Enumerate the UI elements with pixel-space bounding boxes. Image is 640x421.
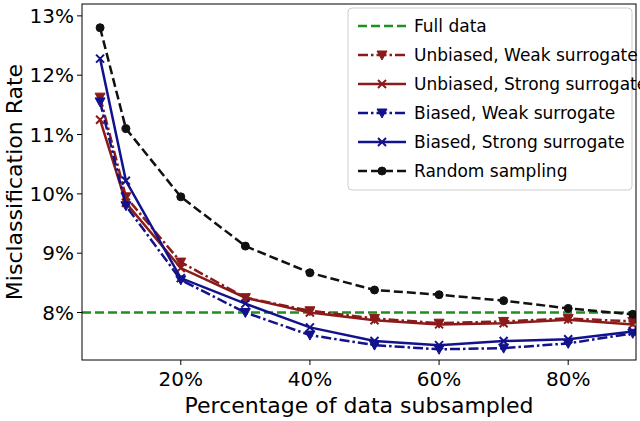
series-marker: [434, 345, 444, 354]
x-tick: [180, 360, 181, 365]
legend: Full data Unbiased, Weak surrogate Unbiase…: [348, 8, 640, 190]
legend-marker: [377, 109, 387, 118]
series-marker: [563, 339, 573, 348]
y-tick: [77, 15, 82, 16]
y-tick-label: 12%: [30, 63, 74, 87]
series-marker: [306, 269, 314, 277]
series-marker: [240, 309, 250, 318]
series-marker: [241, 300, 249, 308]
series-marker: [435, 291, 443, 299]
series-marker: [122, 177, 130, 185]
series-marker: [564, 304, 572, 312]
y-tick-label: 10%: [30, 182, 74, 206]
series-marker: [629, 328, 636, 336]
series-marker: [500, 337, 508, 345]
legend-swatch: [358, 25, 406, 28]
x-tick-label: 40%: [288, 367, 332, 391]
legend-label: Unbiased, Strong surrogate: [414, 74, 640, 94]
legend-box: [348, 8, 632, 190]
series-marker: [122, 125, 130, 133]
series-marker: [96, 24, 104, 32]
series-marker: [370, 316, 378, 324]
x-axis-label: Percentage of data subsampled: [185, 393, 534, 418]
legend-label: Full data: [414, 16, 487, 36]
legend-marker: [378, 138, 386, 146]
series-marker: [629, 310, 636, 318]
series-marker: [564, 335, 572, 343]
legend-label: Biased, Weak surrogate: [414, 103, 615, 123]
reference-line: [82, 311, 636, 314]
y-tick-label: 13%: [30, 4, 74, 28]
legend-marker: [378, 80, 386, 88]
series-marker: [121, 202, 131, 211]
series-marker: [435, 320, 443, 328]
series-marker: [96, 55, 104, 63]
x-tick-label: 20%: [159, 367, 203, 391]
series-marker: [305, 331, 315, 340]
y-tick: [77, 75, 82, 76]
y-tick: [77, 193, 82, 194]
series-marker: [177, 193, 185, 201]
series-marker: [564, 316, 572, 324]
legend-marker: [378, 167, 386, 175]
legend-label: Biased, Strong surrogate: [414, 132, 625, 152]
series-marker: [500, 319, 508, 327]
legend-label: Random sampling: [414, 161, 567, 181]
x-tick: [568, 360, 569, 365]
x-tick-label: 60%: [417, 367, 461, 391]
series-marker: [370, 286, 378, 294]
series-marker: [370, 337, 378, 345]
series-marker: [95, 98, 105, 107]
x-tick-label: 80%: [546, 367, 590, 391]
y-tick: [77, 134, 82, 135]
y-tick-label: 8%: [42, 301, 74, 325]
series-marker: [435, 341, 443, 349]
y-tick: [77, 253, 82, 254]
y-tick: [77, 312, 82, 313]
series-marker: [306, 323, 314, 331]
series-marker: [369, 341, 379, 350]
series-marker: [500, 297, 508, 305]
x-tick: [439, 360, 440, 365]
y-tick-label: 11%: [30, 123, 74, 147]
x-tick: [309, 360, 310, 365]
y-tick-label: 9%: [42, 241, 74, 265]
series-marker: [241, 242, 249, 250]
legend-marker: [377, 51, 387, 60]
series-marker: [306, 309, 314, 317]
series-marker: [177, 274, 185, 282]
legend-label: Unbiased, Weak surrogate: [414, 45, 638, 65]
chart: 8% 9% 10% 11% 12% 13% 20% 40% 60% 80% Percentage o…: [0, 0, 640, 421]
y-axis-label: Misclassification Rate: [2, 64, 27, 300]
